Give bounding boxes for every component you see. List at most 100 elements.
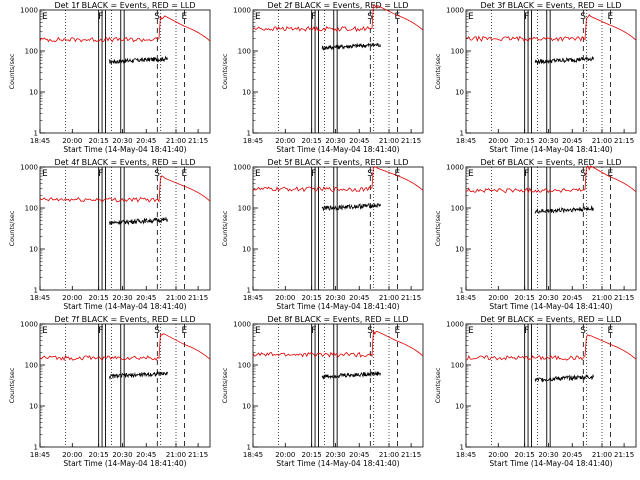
x-tick-label: 21:15 xyxy=(401,294,421,302)
x-axis-label: Start Time (14-May-04 18:41:40) xyxy=(276,459,399,468)
y-tick-label: 1 xyxy=(460,130,464,138)
series-black xyxy=(321,370,381,380)
x-axis-label: Start Time (14-May-04 18:41:40) xyxy=(63,459,186,468)
marker-f: F xyxy=(311,169,316,179)
y-tick-label: 1000 xyxy=(446,321,464,329)
x-tick-label: 21:15 xyxy=(188,137,208,145)
x-tick-label: 20:30 xyxy=(538,451,558,459)
x-tick-label: 21:15 xyxy=(401,451,421,459)
x-axis-label: Start Time (14-May-04 18:41:40) xyxy=(63,302,186,311)
marker-e-left: E xyxy=(255,12,261,22)
series-red xyxy=(465,165,637,194)
y-tick-label: 10 xyxy=(455,403,464,411)
y-tick-label: 100 xyxy=(451,48,464,56)
series-black xyxy=(321,202,381,212)
marker-s: S xyxy=(154,12,160,22)
x-tick-label: 20:15 xyxy=(89,137,109,145)
series-black xyxy=(321,42,381,51)
y-tick-label: 1 xyxy=(34,444,38,452)
y-tick-label: 10 xyxy=(29,403,38,411)
x-tick-label: 20:15 xyxy=(89,451,109,459)
y-axis-label: Counts/sec xyxy=(434,367,442,403)
x-tick-label: 20:00 xyxy=(488,294,508,302)
y-tick-label: 10 xyxy=(242,89,251,97)
series-red xyxy=(465,334,637,361)
y-tick-label: 1 xyxy=(247,444,251,452)
y-tick-label: 1 xyxy=(34,287,38,295)
x-tick-label: 18:45 xyxy=(30,451,50,459)
y-axis-label: Counts/sec xyxy=(434,210,442,246)
panel-title: Det 5f BLACK = Events, RED = LLD xyxy=(267,158,408,167)
marker-e: E xyxy=(608,169,614,179)
y-axis-label: Counts/sec xyxy=(221,53,229,89)
x-tick-label: 18:45 xyxy=(30,294,50,302)
panel-title: Det 3f BLACK = Events, RED = LLD xyxy=(480,1,621,10)
x-tick-label: 21:15 xyxy=(188,451,208,459)
marker-s: S xyxy=(367,326,373,336)
panel-title: Det 9f BLACK = Events, RED = LLD xyxy=(480,315,621,324)
x-tick-label: 20:15 xyxy=(302,137,322,145)
y-tick-label: 10 xyxy=(242,246,251,254)
x-tick-label: 20:00 xyxy=(275,137,295,145)
y-tick-label: 1000 xyxy=(20,7,38,15)
y-tick-label: 10 xyxy=(29,246,38,254)
series-red xyxy=(252,166,424,193)
marker-e: E xyxy=(395,326,401,336)
x-tick-label: 20:15 xyxy=(515,137,535,145)
x-tick-label: 21:00 xyxy=(592,294,612,302)
plot-frame xyxy=(252,166,424,291)
x-tick-label: 20:30 xyxy=(538,294,558,302)
marker-f: F xyxy=(311,12,316,22)
marker-f: F xyxy=(98,12,103,22)
x-tick-label: 18:45 xyxy=(243,294,263,302)
x-tick-label: 18:45 xyxy=(456,294,476,302)
marker-e-left: E xyxy=(468,169,474,179)
y-tick-label: 100 xyxy=(238,362,251,370)
x-tick-label: 18:45 xyxy=(456,137,476,145)
x-tick-label: 18:45 xyxy=(456,451,476,459)
y-tick-label: 100 xyxy=(238,205,251,213)
panel-8: Det 8f BLACK = Events, RED = LLD 1 10 100 10… xyxy=(221,315,424,468)
x-tick-label: 20:45 xyxy=(136,137,156,145)
marker-s: S xyxy=(154,326,160,336)
marker-s: S xyxy=(580,326,586,336)
marker-s: S xyxy=(580,12,586,22)
plot-frame xyxy=(39,166,211,291)
x-axis-label: Start Time (14-May-04 18:41:40) xyxy=(489,145,612,154)
y-axis-label: Counts/sec xyxy=(221,210,229,246)
panel-5: Det 5f BLACK = Events, RED = LLD 1 10 100 10… xyxy=(221,158,424,311)
marker-s: S xyxy=(580,169,586,179)
x-tick-label: 20:15 xyxy=(515,451,535,459)
y-axis-label: Counts/sec xyxy=(221,367,229,403)
y-tick-label: 1 xyxy=(247,130,251,138)
x-tick-label: 21:00 xyxy=(592,137,612,145)
x-tick-label: 20:45 xyxy=(136,294,156,302)
x-tick-label: 20:45 xyxy=(562,451,582,459)
y-tick-label: 1000 xyxy=(446,164,464,172)
y-tick-label: 100 xyxy=(451,362,464,370)
marker-s: S xyxy=(367,169,373,179)
marker-f: F xyxy=(524,12,529,22)
series-black xyxy=(108,371,168,381)
y-tick-label: 100 xyxy=(451,205,464,213)
panel-title: Det 7f BLACK = Events, RED = LLD xyxy=(54,315,195,324)
y-tick-label: 1000 xyxy=(233,321,251,329)
x-tick-label: 20:15 xyxy=(302,451,322,459)
y-tick-label: 10 xyxy=(455,89,464,97)
plot-frame xyxy=(465,9,637,134)
marker-e: E xyxy=(608,12,614,22)
x-tick-label: 21:00 xyxy=(166,451,186,459)
x-axis-label: Start Time (14-May-04 18:41:40) xyxy=(276,302,399,311)
panel-1: Det 1f BLACK = Events, RED = LLD 1 10 100 10… xyxy=(8,1,211,154)
y-tick-label: 1000 xyxy=(20,164,38,172)
x-tick-label: 20:30 xyxy=(112,294,132,302)
x-tick-label: 20:45 xyxy=(349,451,369,459)
y-tick-label: 1 xyxy=(460,287,464,295)
x-tick-label: 20:45 xyxy=(136,451,156,459)
x-tick-label: 20:15 xyxy=(515,294,535,302)
x-tick-label: 20:00 xyxy=(62,451,82,459)
plot-frame xyxy=(465,166,637,291)
x-tick-label: 20:30 xyxy=(325,451,345,459)
x-tick-label: 18:45 xyxy=(30,137,50,145)
